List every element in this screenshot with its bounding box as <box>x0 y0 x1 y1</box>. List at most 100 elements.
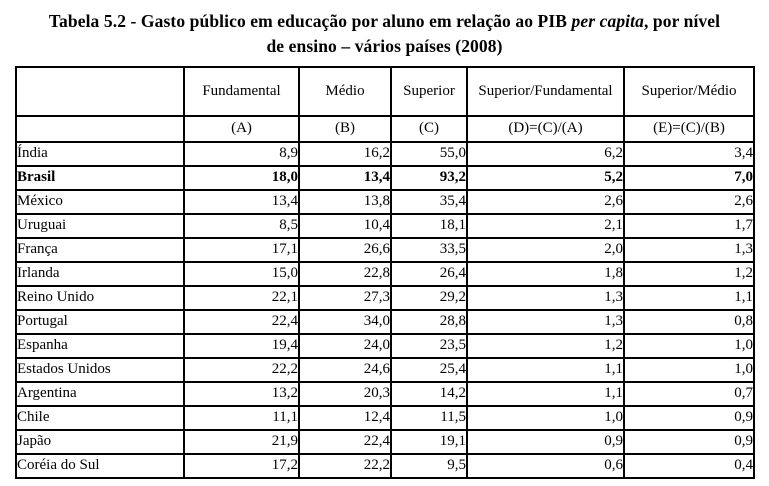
table-title: Tabela 5.2 - Gasto público em educação p… <box>0 0 769 60</box>
value-cell: 33,5 <box>390 236 468 263</box>
header-cell-medio: Médio <box>298 65 392 117</box>
value-cell: 13,8 <box>298 188 392 215</box>
country-cell: Portugal <box>15 308 185 335</box>
value-cell: 1,1 <box>466 380 625 407</box>
value-cell: 21,9 <box>183 428 300 455</box>
value-cell: 0,4 <box>623 452 755 479</box>
value-cell: 23,5 <box>390 332 468 359</box>
table-row: Reino Unido 22,1 27,3 29,2 1,3 1,1 <box>15 284 755 311</box>
value-cell: 0,9 <box>623 404 755 431</box>
header-cell-superior: Superior <box>390 65 468 117</box>
value-cell: 16,2 <box>298 140 392 167</box>
subheader-cell-b: (B) <box>298 114 392 143</box>
value-cell: 1,2 <box>623 260 755 287</box>
value-cell: 22,8 <box>298 260 392 287</box>
value-cell: 15,0 <box>183 260 300 287</box>
table-row: Irlanda 15,0 22,8 26,4 1,8 1,2 <box>15 260 755 287</box>
value-cell: 22,2 <box>298 452 392 479</box>
country-cell: Irlanda <box>15 260 185 287</box>
table-row: Argentina 13,2 20,3 14,2 1,1 0,7 <box>15 380 755 407</box>
value-cell: 1,3 <box>623 236 755 263</box>
header-cell-superior-fundamental: Superior/Fundamental <box>466 65 625 117</box>
value-cell: 1,1 <box>623 284 755 311</box>
value-cell: 11,1 <box>183 404 300 431</box>
country-cell: França <box>15 236 185 263</box>
country-cell: Espanha <box>15 332 185 359</box>
table-row: Japão 21,9 22,4 19,1 0,9 0,9 <box>15 428 755 455</box>
title-line2: de ensino – vários países (2008) <box>266 36 503 57</box>
value-cell: 13,2 <box>183 380 300 407</box>
value-cell: 7,0 <box>623 164 755 191</box>
value-cell: 17,1 <box>183 236 300 263</box>
country-cell: México <box>15 188 185 215</box>
table-row: Portugal 22,4 34,0 28,8 1,3 0,8 <box>15 308 755 335</box>
value-cell: 18,1 <box>390 212 468 239</box>
subheader-cell-a: (A) <box>183 114 300 143</box>
table-row: Estados Unidos 22,2 24,6 25,4 1,1 1,0 <box>15 356 755 383</box>
value-cell: 13,4 <box>298 164 392 191</box>
subheader-cell-c: (C) <box>390 114 468 143</box>
value-cell: 3,4 <box>623 140 755 167</box>
value-cell: 34,0 <box>298 308 392 335</box>
value-cell: 14,2 <box>390 380 468 407</box>
country-cell: Índia <box>15 140 185 167</box>
value-cell: 0,6 <box>466 452 625 479</box>
value-cell: 2,6 <box>466 188 625 215</box>
value-cell: 0,9 <box>466 428 625 455</box>
value-cell: 1,8 <box>466 260 625 287</box>
value-cell: 55,0 <box>390 140 468 167</box>
value-cell: 2,0 <box>466 236 625 263</box>
value-cell: 1,2 <box>466 332 625 359</box>
table-row: Uruguai 8,5 10,4 18,1 2,1 1,7 <box>15 212 755 239</box>
value-cell: 11,5 <box>390 404 468 431</box>
value-cell: 0,8 <box>623 308 755 335</box>
header-cell-fundamental: Fundamental <box>183 65 300 117</box>
value-cell: 1,3 <box>466 308 625 335</box>
value-cell: 25,4 <box>390 356 468 383</box>
value-cell: 0,9 <box>623 428 755 455</box>
country-cell: Coréia do Sul <box>15 452 185 479</box>
value-cell: 93,2 <box>390 164 468 191</box>
value-cell: 22,2 <box>183 356 300 383</box>
value-cell: 35,4 <box>390 188 468 215</box>
education-spending-table: Fundamental Médio Superior Superior/Fund… <box>15 65 755 479</box>
value-cell: 26,4 <box>390 260 468 287</box>
value-cell: 13,4 <box>183 188 300 215</box>
table-row: França 17,1 26,6 33,5 2,0 1,3 <box>15 236 755 263</box>
value-cell: 24,0 <box>298 332 392 359</box>
value-cell: 22,1 <box>183 284 300 311</box>
header-cell-empty <box>15 65 185 117</box>
value-cell: 6,2 <box>466 140 625 167</box>
country-cell: Estados Unidos <box>15 356 185 383</box>
header-cell-superior-medio: Superior/Médio <box>623 65 755 117</box>
table-row: Coréia do Sul 17,2 22,2 9,5 0,6 0,4 <box>15 452 755 479</box>
value-cell: 1,3 <box>466 284 625 311</box>
country-cell: Chile <box>15 404 185 431</box>
subheader-cell-empty <box>15 114 185 143</box>
subheader-cell-e: (E)=(C)/(B) <box>623 114 755 143</box>
subheader-row: (A) (B) (C) (D)=(C)/(A) (E)=(C)/(B) <box>15 114 755 143</box>
table-row: Espanha 19,4 24,0 23,5 1,2 1,0 <box>15 332 755 359</box>
table-row: Brasil 18,0 13,4 93,2 5,2 7,0 <box>15 164 755 191</box>
value-cell: 8,9 <box>183 140 300 167</box>
value-cell: 27,3 <box>298 284 392 311</box>
value-cell: 0,7 <box>623 380 755 407</box>
value-cell: 19,1 <box>390 428 468 455</box>
title-line1-italic: per capita <box>571 11 644 31</box>
value-cell: 18,0 <box>183 164 300 191</box>
value-cell: 24,6 <box>298 356 392 383</box>
table-row: Chile 11,1 12,4 11,5 1,0 0,9 <box>15 404 755 431</box>
value-cell: 19,4 <box>183 332 300 359</box>
value-cell: 1,0 <box>623 356 755 383</box>
value-cell: 9,5 <box>390 452 468 479</box>
value-cell: 22,4 <box>298 428 392 455</box>
value-cell: 2,6 <box>623 188 755 215</box>
value-cell: 1,0 <box>623 332 755 359</box>
value-cell: 5,2 <box>466 164 625 191</box>
value-cell: 1,1 <box>466 356 625 383</box>
title-line1-part1: Tabela 5.2 - Gasto público em educação p… <box>48 11 572 31</box>
country-cell: Argentina <box>15 380 185 407</box>
value-cell: 17,2 <box>183 452 300 479</box>
table-row: Índia 8,9 16,2 55,0 6,2 3,4 <box>15 140 755 167</box>
value-cell: 28,8 <box>390 308 468 335</box>
